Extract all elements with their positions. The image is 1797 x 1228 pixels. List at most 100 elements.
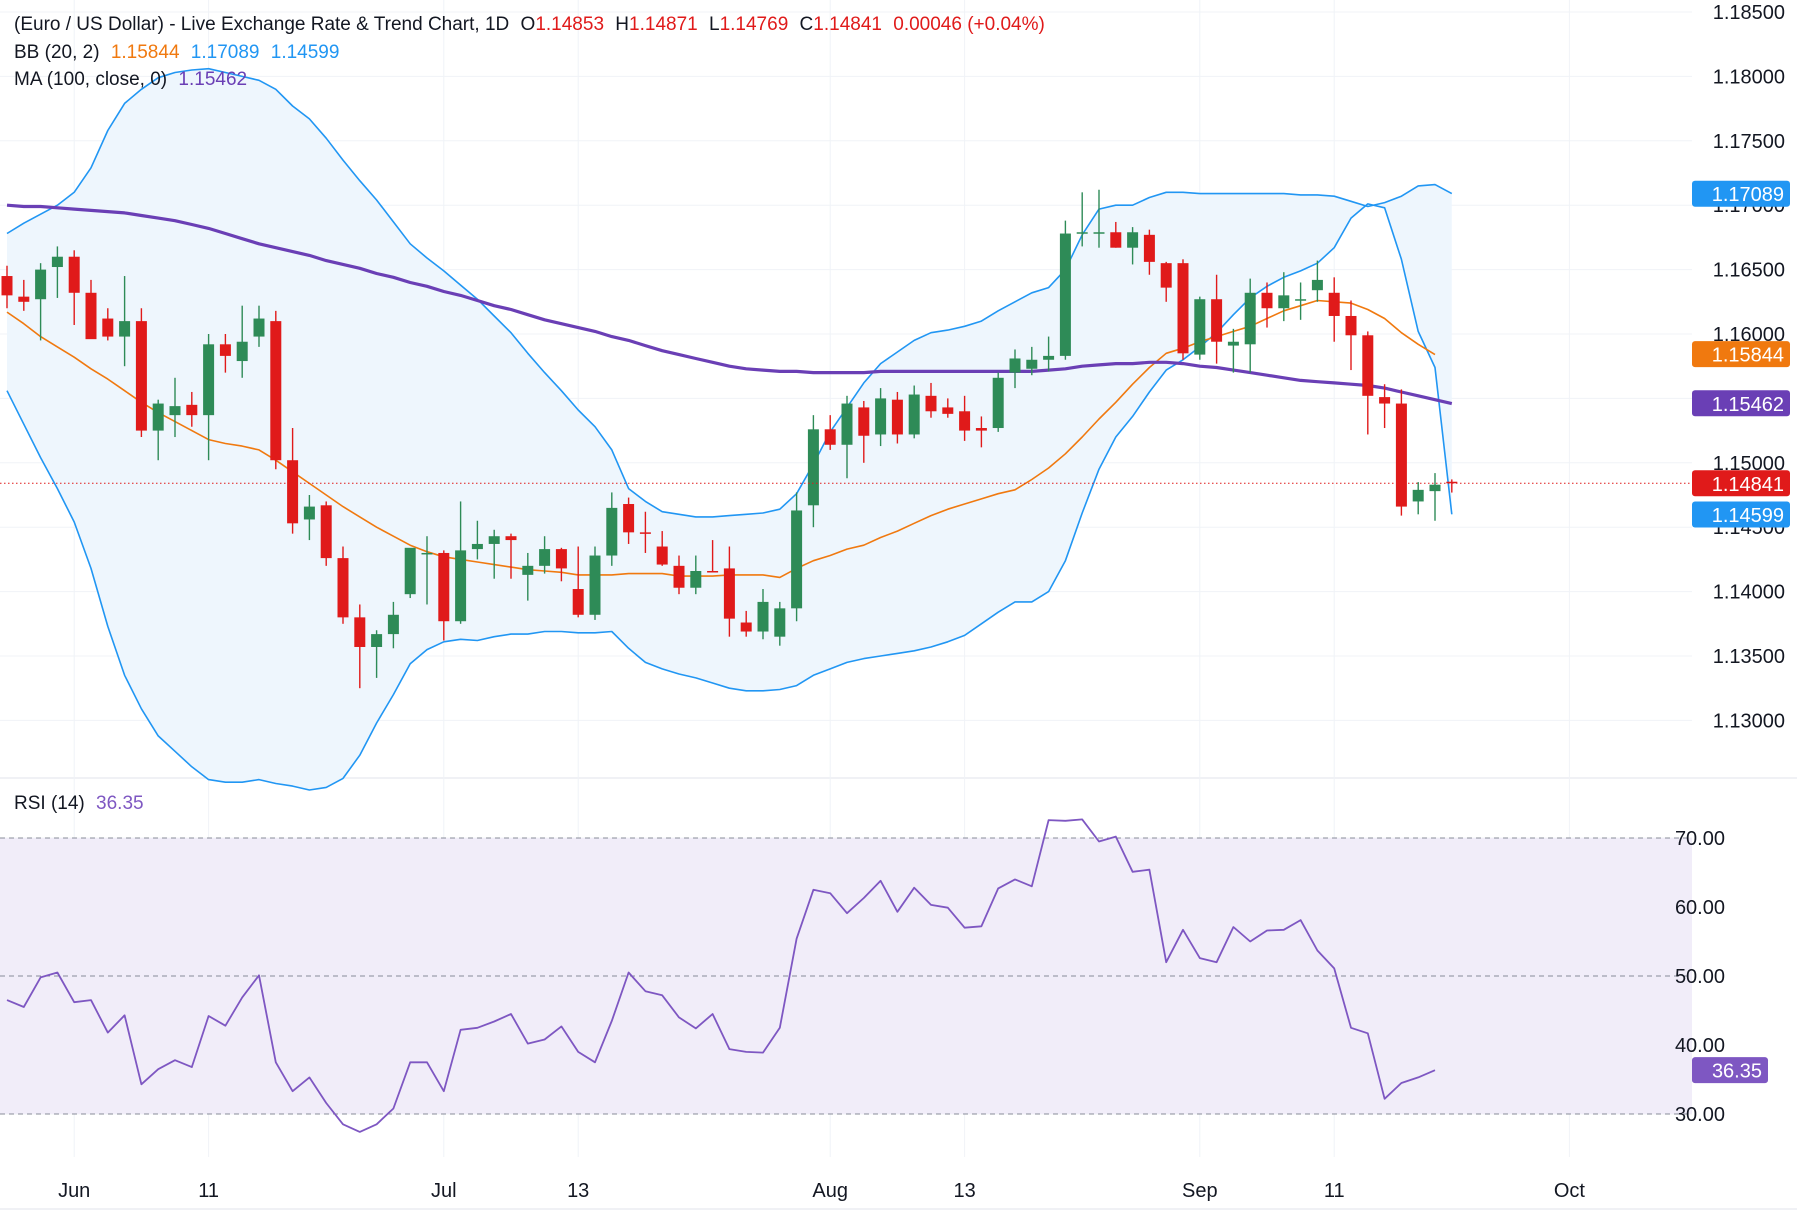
candle-body [757, 601, 769, 632]
candle-body [320, 505, 332, 559]
candle [774, 601, 786, 646]
time-tick-label: 13 [567, 1180, 589, 1202]
candle-body [471, 543, 483, 550]
candle [1177, 259, 1189, 360]
candle [589, 546, 601, 620]
candle [186, 391, 198, 427]
price-tick-label: 1.16000 [1713, 324, 1785, 346]
candle [203, 334, 215, 461]
candle-body [169, 406, 181, 416]
price-badge-bg [1692, 180, 1790, 207]
candle-body [18, 296, 30, 302]
candle [1362, 331, 1374, 435]
candle [539, 536, 551, 574]
time-tick-label: Jun [58, 1180, 90, 1202]
candle [119, 276, 131, 367]
candle [1194, 296, 1206, 360]
candle [1009, 349, 1021, 389]
candle [51, 246, 63, 298]
candle [1429, 473, 1441, 521]
bb-label: BB (20, 2) [14, 42, 100, 63]
candle-body [1244, 292, 1256, 345]
candle-body [85, 292, 97, 340]
candle-body [1311, 279, 1323, 291]
candle [1244, 278, 1256, 373]
ma100-line [6, 203, 1453, 406]
candle-body [1211, 299, 1223, 342]
candle-body [1412, 489, 1424, 502]
rsi-pane: 70.00 60.00 50.00 40.00 30.00 36.35 [0, 818, 1768, 1133]
candle [85, 279, 97, 340]
candle [1345, 300, 1357, 371]
candle-body [303, 506, 315, 520]
rsi-tick-label: 50.00 [1675, 966, 1725, 988]
candle-body [925, 395, 937, 412]
candle [236, 305, 248, 378]
candle [690, 555, 702, 595]
price-tick-label: 1.18500 [1713, 2, 1785, 24]
candle [287, 428, 299, 534]
candle [875, 388, 887, 447]
candle-body [740, 622, 752, 632]
candle-body [1127, 232, 1139, 248]
candle-body [723, 568, 735, 619]
candle-body [891, 399, 903, 435]
candle-body [404, 547, 416, 595]
candle [723, 546, 735, 637]
price-tick-label: 1.16500 [1713, 260, 1785, 282]
candle [488, 529, 500, 579]
candle [387, 601, 399, 649]
candle-body [35, 269, 47, 300]
candle-body [51, 256, 63, 268]
candle [1227, 328, 1239, 373]
candle [135, 308, 147, 438]
candle [438, 550, 450, 641]
time-tick-label: Aug [812, 1180, 848, 1202]
low-label: L [709, 14, 720, 35]
candle-body [1093, 232, 1105, 234]
candle-body [236, 341, 248, 362]
candle [421, 536, 433, 605]
candle [1059, 220, 1071, 360]
candle-body [707, 570, 719, 573]
price-badge-bg [1692, 341, 1790, 368]
candle [623, 497, 635, 544]
price-badge-label: 1.15844 [1712, 345, 1784, 367]
candle [1311, 260, 1323, 302]
candle [522, 552, 534, 601]
candle-body [1345, 315, 1357, 336]
candle [102, 308, 114, 341]
candle-body [791, 510, 803, 609]
candle-body [387, 614, 399, 635]
candle-body [1160, 263, 1172, 288]
candle [1026, 346, 1038, 376]
candle-body [135, 321, 147, 431]
price-tick-label: 1.14000 [1713, 582, 1785, 604]
candle-body [219, 344, 231, 356]
price-tick-label: 1.18000 [1713, 66, 1785, 88]
change-value: 0.00046 (+0.04%) [893, 14, 1045, 35]
candle-body [824, 429, 836, 445]
candle-body [673, 565, 685, 588]
rsi-line [6, 818, 1436, 1133]
price-axis: 1.185001.180001.175001.170001.165001.160… [1713, 2, 1785, 732]
candle [555, 547, 567, 582]
time-tick-label: Oct [1554, 1180, 1586, 1202]
low-value: 1.14769 [719, 14, 789, 35]
time-tick-label: Jul [431, 1180, 457, 1202]
candle-body [1110, 232, 1122, 248]
ma-legend: MA (100, close, 0) 1.15462 [14, 69, 253, 91]
candle-body [959, 411, 971, 431]
candle-body [1059, 233, 1071, 356]
candle [807, 415, 819, 528]
candle [1412, 482, 1424, 515]
candle-body [287, 460, 299, 524]
candle-body [354, 617, 366, 647]
candle [219, 334, 231, 373]
candle-body [68, 256, 80, 293]
bb-fill [7, 68, 1452, 790]
candle-body [555, 549, 567, 569]
rsi-tick-label: 40.00 [1675, 1035, 1725, 1057]
bb-middle-value: 1.15844 [110, 42, 180, 63]
close-value: 1.14841 [813, 14, 882, 35]
